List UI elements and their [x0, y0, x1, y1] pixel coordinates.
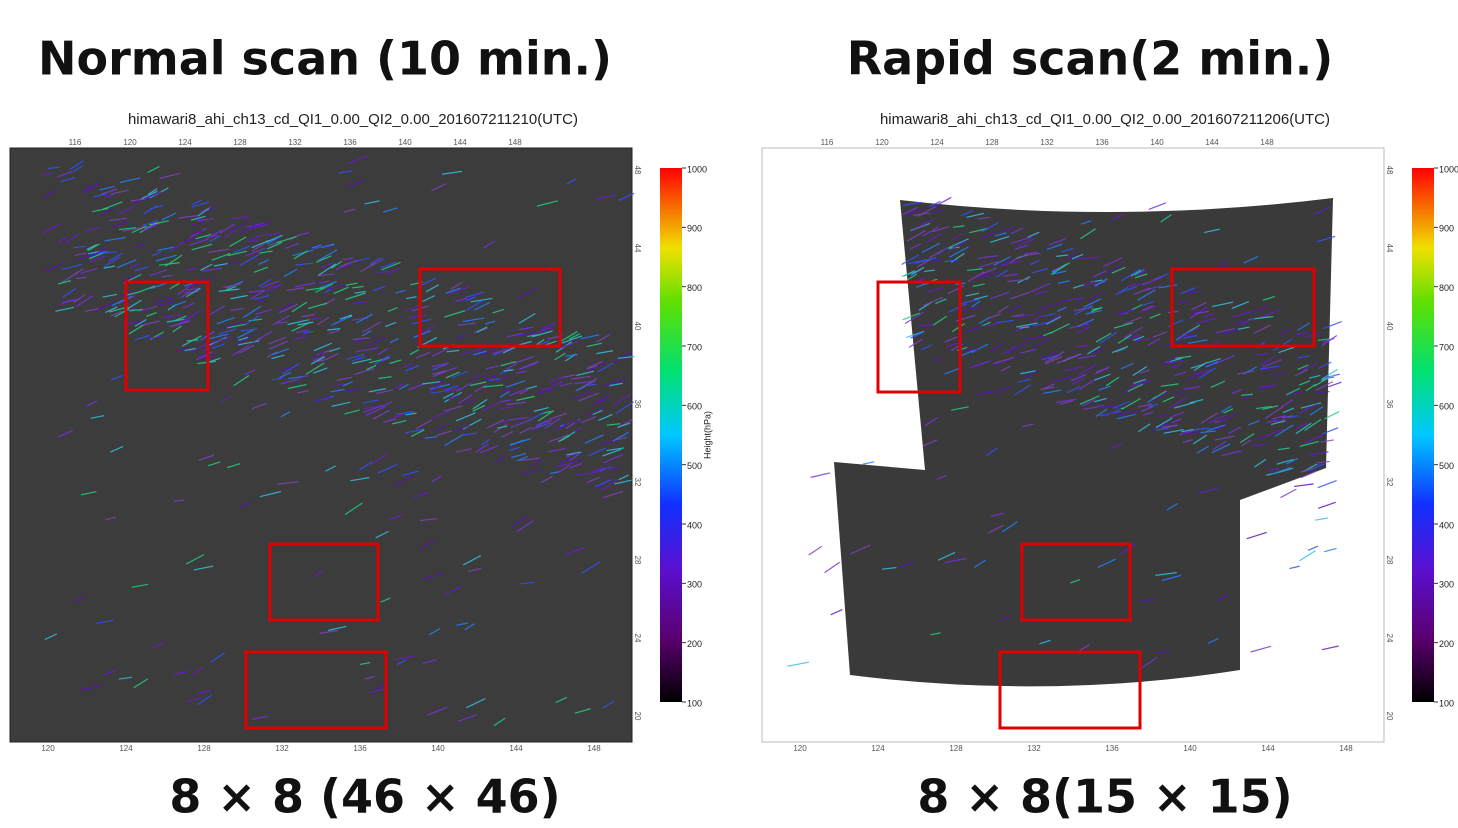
panel-subtitle: himawari8_ahi_ch13_cd_QI1_0.00_QI2_0.00_…: [128, 111, 578, 128]
colorbar-tick-label: 400: [687, 520, 702, 530]
lat-tick-label: 48: [1385, 166, 1394, 175]
lon-tick-label: 128: [949, 744, 963, 753]
lat-tick-label: 28: [633, 556, 642, 565]
lon-tick-label: 124: [930, 138, 944, 147]
panel-caption: 8 × 8(15 × 15): [917, 770, 1292, 824]
lon-tick-label: 148: [587, 744, 601, 753]
lon-tick-label: 132: [1040, 138, 1054, 147]
colorbar-tick-label: 100: [687, 698, 702, 708]
lat-tick-label: 20: [633, 712, 642, 721]
panel-title: Normal scan (10 min.): [38, 32, 612, 86]
panel-caption: 8 × 8 (46 × 46): [169, 770, 560, 824]
lon-tick-label: 144: [453, 138, 467, 147]
lon-tick-label: 136: [1095, 138, 1109, 147]
colorbar-tick-label: 700: [687, 342, 702, 352]
lat-tick-label: 24: [1385, 634, 1394, 643]
lon-tick-label: 140: [431, 744, 445, 753]
lon-tick-label: 136: [343, 138, 357, 147]
lon-tick-label: 128: [197, 744, 211, 753]
colorbar-tick-label: 500: [687, 461, 702, 471]
colorbar-tick-label: 900: [687, 224, 702, 234]
lat-tick-label: 40: [633, 322, 642, 331]
colorbar-tick-label: 600: [1439, 402, 1454, 412]
lon-tick-label: 124: [871, 744, 885, 753]
lat-tick-label: 32: [1385, 478, 1394, 487]
lon-tick-label: 140: [1150, 138, 1164, 147]
lon-tick-label: 120: [793, 744, 807, 753]
lon-tick-label: 124: [178, 138, 192, 147]
colorbar-tick-label: 300: [687, 580, 702, 590]
colorbar-tick-label: 600: [687, 402, 702, 412]
colorbar-tick-label: 800: [687, 283, 702, 293]
colorbar: [1412, 168, 1434, 702]
lon-tick-label: 120: [41, 744, 55, 753]
lat-tick-label: 28: [1385, 556, 1394, 565]
lat-tick-label: 48: [633, 166, 642, 175]
colorbar-tick-label: 200: [1439, 639, 1454, 649]
lon-tick-label: 124: [119, 744, 133, 753]
lon-tick-label: 132: [275, 744, 289, 753]
lon-tick-label: 128: [985, 138, 999, 147]
colorbar-tick-label: 500: [1439, 461, 1454, 471]
lon-tick-label: 116: [821, 138, 834, 147]
lon-tick-label: 148: [1260, 138, 1274, 147]
lon-tick-label: 148: [1339, 744, 1353, 753]
lat-tick-label: 36: [633, 400, 642, 409]
colorbar-tick-label: 100: [1439, 698, 1454, 708]
lon-tick-label: 140: [398, 138, 412, 147]
colorbar: [660, 168, 682, 702]
lat-tick-label: 32: [633, 478, 642, 487]
lon-tick-label: 120: [875, 138, 889, 147]
colorbar-tick-label: 700: [1439, 342, 1454, 352]
lon-tick-label: 136: [353, 744, 367, 753]
lon-tick-label: 144: [1205, 138, 1219, 147]
colorbar-tick-label: 900: [1439, 224, 1454, 234]
lon-tick-label: 144: [1261, 744, 1275, 753]
colorbar-tick-label: 800: [1439, 283, 1454, 293]
lat-tick-label: 36: [1385, 400, 1394, 409]
lat-tick-label: 44: [633, 244, 642, 253]
lon-tick-label: 132: [1027, 744, 1041, 753]
lat-tick-label: 44: [1385, 244, 1394, 253]
lon-tick-label: 120: [123, 138, 137, 147]
colorbar-tick-label: 1000: [1439, 164, 1458, 174]
lon-tick-label: 132: [288, 138, 302, 147]
colorbar-tick-label: 200: [687, 639, 702, 649]
colorbar-tick-label: 1000: [687, 164, 707, 174]
lat-tick-label: 20: [1385, 712, 1394, 721]
figure: Normal scan (10 min.) himawari8_ahi_ch13_…: [0, 0, 1458, 828]
lat-tick-label: 40: [1385, 322, 1394, 331]
lon-tick-label: 136: [1105, 744, 1119, 753]
lon-tick-label: 116: [69, 138, 82, 147]
lon-tick-label: 144: [509, 744, 523, 753]
colorbar-label: Height(hPa): [702, 411, 712, 459]
lat-tick-label: 24: [633, 634, 642, 643]
colorbar-tick-label: 400: [1439, 520, 1454, 530]
lon-tick-label: 148: [508, 138, 522, 147]
lon-tick-label: 140: [1183, 744, 1197, 753]
panel-subtitle: himawari8_ahi_ch13_cd_QI1_0.00_QI2_0.00_…: [880, 111, 1330, 128]
panel-title: Rapid scan(2 min.): [847, 32, 1334, 86]
lon-tick-label: 128: [233, 138, 247, 147]
colorbar-tick-label: 300: [1439, 580, 1454, 590]
